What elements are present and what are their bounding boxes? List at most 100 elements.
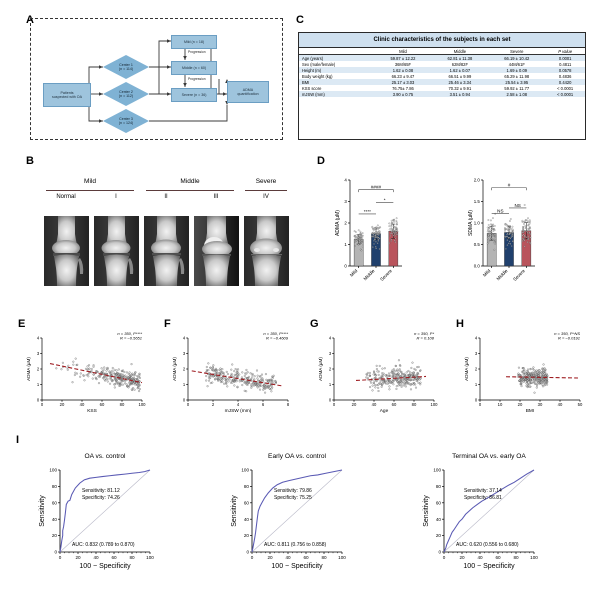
svg-text:60: 60 bbox=[111, 555, 117, 560]
svg-text:Severe: Severe bbox=[512, 268, 526, 282]
svg-text:0: 0 bbox=[246, 550, 249, 555]
svg-text:R = 0.108: R = 0.108 bbox=[417, 336, 435, 341]
col-header-mild: Mild bbox=[374, 48, 432, 55]
row-label-kss: KSS score bbox=[302, 85, 322, 91]
cell-age-mild: 59.87 ± 12.22 bbox=[390, 55, 416, 61]
svg-text:2: 2 bbox=[212, 402, 215, 407]
svg-text:0: 0 bbox=[344, 264, 347, 269]
svg-text:0: 0 bbox=[37, 397, 40, 402]
svg-text:2.0: 2.0 bbox=[474, 178, 481, 183]
svg-text:AUC: 0.620 (0.556 to 0.680): AUC: 0.620 (0.556 to 0.680) bbox=[456, 542, 519, 548]
svg-text:Early OA vs. control: Early OA vs. control bbox=[268, 453, 326, 460]
svg-text:Specificity: 75.25: Specificity: 75.25 bbox=[274, 495, 312, 501]
cell-mjsw-severe: 2.58 ± 1.08 bbox=[506, 91, 528, 97]
progression-label-1: Progression bbox=[188, 50, 206, 54]
svg-text:4: 4 bbox=[37, 335, 40, 340]
svg-text:80: 80 bbox=[513, 555, 519, 560]
svg-text:Middle: Middle bbox=[363, 268, 376, 281]
cell-bw-p: 0.4836 bbox=[558, 73, 572, 79]
svg-text:20: 20 bbox=[75, 555, 81, 560]
svg-text:#: # bbox=[508, 183, 511, 188]
svg-text:4: 4 bbox=[344, 178, 347, 183]
cell-bmi-p: 0.4420 bbox=[558, 79, 572, 85]
svg-text:0: 0 bbox=[443, 555, 446, 560]
cell-mjsw-mild: 3.90 ± 0.75 bbox=[392, 91, 414, 97]
xray-grade-normal: Normal bbox=[56, 194, 76, 200]
table-title: Clinic characteristics of the subjects i… bbox=[299, 33, 585, 48]
svg-text:10: 10 bbox=[498, 402, 503, 407]
svg-text:60: 60 bbox=[244, 500, 250, 505]
cell-bmi-mild: 25.17 ± 3.03 bbox=[391, 79, 415, 85]
svg-text:20: 20 bbox=[459, 555, 465, 560]
panel-letter-h: H bbox=[456, 318, 464, 330]
svg-text:0: 0 bbox=[251, 555, 254, 560]
svg-text:####: #### bbox=[371, 184, 382, 189]
flow-patients-line2: suspected with OA bbox=[52, 95, 82, 99]
svg-text:40: 40 bbox=[244, 517, 250, 522]
svg-text:4: 4 bbox=[237, 402, 240, 407]
svg-text:1: 1 bbox=[37, 382, 40, 387]
panel-letter-g: G bbox=[310, 318, 319, 330]
svg-text:NS: NS bbox=[497, 208, 503, 213]
panel-letter-f: F bbox=[164, 318, 171, 330]
svg-text:80: 80 bbox=[412, 402, 417, 407]
svg-text:Specificity: 86.81: Specificity: 86.81 bbox=[464, 495, 502, 501]
svg-text:0: 0 bbox=[333, 402, 336, 407]
cell-sex-mild: 36M/65F bbox=[394, 61, 412, 67]
cell-age-middle: 62.81 ± 11.38 bbox=[447, 55, 473, 61]
svg-text:AUC: 0.832 (0.789 to 0.870): AUC: 0.832 (0.789 to 0.870) bbox=[72, 542, 135, 548]
col-header-pvalue: P value bbox=[545, 48, 585, 55]
center-1-count: (n = 114) bbox=[118, 67, 134, 71]
svg-text:80: 80 bbox=[129, 555, 135, 560]
study-flowchart: Patients suspected with OA Center 1 (n =… bbox=[30, 18, 283, 140]
svg-text:Age: Age bbox=[380, 408, 389, 414]
center-1-name: Center 1 bbox=[119, 62, 133, 67]
svg-text:8: 8 bbox=[287, 402, 290, 407]
xray-image-grade-iii bbox=[194, 216, 239, 286]
svg-text:100 − Specificity: 100 − Specificity bbox=[79, 563, 131, 570]
svg-text:40: 40 bbox=[372, 402, 377, 407]
svg-text:Mild: Mild bbox=[482, 268, 492, 278]
table-row: BMI 25.17 ± 3.03 25.46 ± 3.34 25.54 ± 3.… bbox=[299, 79, 585, 85]
svg-text:60: 60 bbox=[392, 402, 397, 407]
svg-text:20: 20 bbox=[60, 402, 65, 407]
cell-mjsw-middle: 3.51 ± 0.94 bbox=[449, 91, 471, 97]
svg-text:60: 60 bbox=[495, 555, 501, 560]
svg-text:ADMA (µM): ADMA (µM) bbox=[318, 357, 323, 381]
cell-bw-severe: 65.29 ± 11.98 bbox=[504, 73, 530, 79]
svg-text:1.5: 1.5 bbox=[474, 199, 481, 204]
svg-text:ADMA (µM): ADMA (µM) bbox=[172, 357, 177, 381]
svg-text:100: 100 bbox=[49, 468, 57, 473]
table-row: Body weight (kg) 66.23 ± 9.47 66.51 ± 9.… bbox=[299, 73, 585, 79]
xray-group-rule-severe bbox=[245, 190, 287, 191]
svg-text:1: 1 bbox=[475, 382, 478, 387]
row-label-age: Age (years) bbox=[302, 55, 324, 61]
severity-severe-label: Severe (n = 36) bbox=[181, 92, 207, 97]
cell-bmi-middle: 25.46 ± 3.34 bbox=[448, 79, 472, 85]
cell-bw-mild: 66.23 ± 9.47 bbox=[391, 73, 415, 79]
cell-kss-severe: 59.92 ± 11.77 bbox=[504, 85, 530, 91]
svg-text:40: 40 bbox=[477, 555, 483, 560]
svg-text:mJSW (mm): mJSW (mm) bbox=[225, 408, 252, 414]
svg-text:100: 100 bbox=[139, 402, 147, 407]
svg-text:3: 3 bbox=[344, 199, 347, 204]
svg-text:2: 2 bbox=[329, 366, 332, 371]
progression-label-2: Progression bbox=[188, 77, 206, 81]
table-row: KSS score 76.75± 7.86 70.32 ± 9.91 59.92… bbox=[299, 85, 585, 91]
center-3-name: Center 3 bbox=[119, 116, 133, 121]
dimethylarginine-bar-charts: 0 1 2 3 4 Mild Middle Severe #### **** * ADMA (µM) 0… bbox=[320, 152, 590, 292]
svg-text:80: 80 bbox=[244, 484, 250, 489]
xray-image-grade-i bbox=[94, 216, 139, 286]
svg-text:6: 6 bbox=[262, 402, 265, 407]
svg-text:100: 100 bbox=[338, 555, 346, 560]
svg-text:0.5: 0.5 bbox=[474, 242, 481, 247]
svg-text:100: 100 bbox=[241, 468, 249, 473]
col-header-middle: Middle bbox=[431, 48, 489, 55]
xray-group-rule-middle bbox=[146, 190, 234, 191]
svg-text:3: 3 bbox=[475, 351, 478, 356]
svg-text:Severe: Severe bbox=[379, 268, 393, 282]
svg-text:4: 4 bbox=[183, 335, 186, 340]
svg-text:3: 3 bbox=[37, 351, 40, 356]
